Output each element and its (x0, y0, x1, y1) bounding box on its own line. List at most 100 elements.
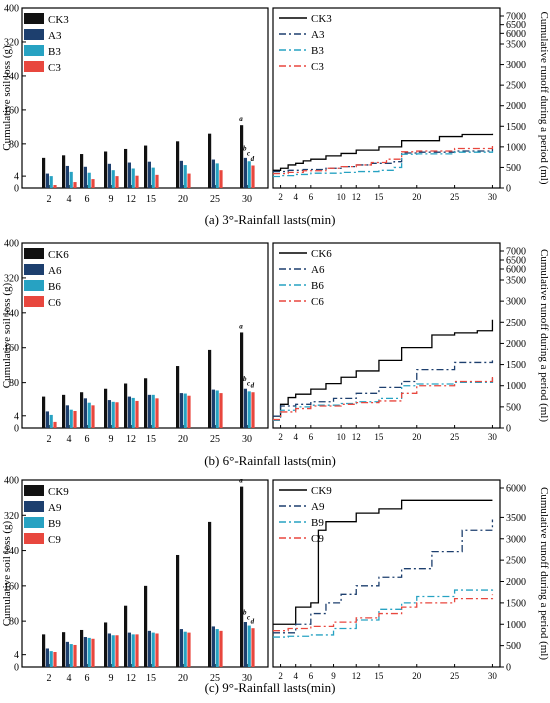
bar-CK9-4 (62, 632, 66, 667)
x-tick-label: 6 (309, 432, 314, 442)
bar-C6-12 (135, 400, 139, 428)
legend-label: B9 (311, 517, 324, 529)
x-tick-label: 4 (67, 434, 72, 445)
y-tick-label: 80 (9, 139, 19, 150)
panel-caption: (c) 9°-Rainfall lasts(min) (205, 680, 336, 695)
bar-B9-2 (49, 651, 53, 667)
bar-C3-30 (251, 165, 255, 188)
bar-C3-12 (135, 175, 139, 188)
right-y-tick-label: 2500 (506, 81, 526, 92)
bar-A6-4 (65, 405, 69, 428)
legend-label: B6 (311, 280, 324, 292)
bar-CK3-12 (124, 148, 128, 188)
right-y-tick-label: 500 (506, 163, 521, 174)
bar-B9-9 (111, 635, 115, 667)
legend-label: A9 (311, 501, 325, 513)
legend-swatch-B3 (24, 45, 44, 56)
x-tick-label: 9 (109, 194, 114, 205)
bar-B6-12 (131, 397, 135, 428)
legend-label: CK3 (311, 13, 332, 25)
bar-CK6-9 (104, 388, 108, 428)
bar-B6-30 (247, 391, 251, 428)
x-tick-label: 15 (146, 434, 156, 445)
left-y-axis-label: Cumulative soil loss (g) (1, 45, 13, 151)
legend-label: C6 (48, 297, 61, 309)
y-tick-label: 240 (4, 71, 19, 82)
bar-CK6-30 (240, 332, 244, 428)
bar-B9-12 (131, 634, 135, 667)
x-tick-label: 30 (488, 192, 498, 202)
x-tick-label: 30 (488, 671, 498, 681)
right-y-tick-label: 3500 (506, 40, 526, 51)
right-y-tick-label: 2500 (506, 556, 526, 567)
right-y-tick-label: 6000 (506, 29, 526, 40)
significance-letter: d (251, 382, 255, 390)
y-tick-label: 80 (9, 617, 19, 628)
bar-CK6-20 (176, 366, 180, 428)
left-y-axis-label: Cumulative soil loss (g) (1, 282, 13, 388)
y-tick-label: 160 (4, 581, 19, 592)
x-tick-label: 25 (210, 194, 220, 205)
bar-CK3-20 (176, 141, 180, 188)
bar-B3-30 (247, 161, 251, 188)
bar-B6-4 (69, 409, 73, 428)
y-tick-label: 400 (4, 239, 19, 250)
legend-swatch-CK6 (24, 248, 44, 259)
significance-letter: a (239, 477, 243, 485)
bar-A6-25 (211, 389, 215, 428)
x-tick-label: 20 (412, 432, 422, 442)
right-y-tick-label: 1000 (506, 620, 526, 631)
x-tick-label: 20 (178, 673, 188, 684)
x-tick-label: 12 (126, 434, 136, 445)
line-panel-frame (272, 479, 501, 668)
right-y-tick-label: 500 (506, 402, 521, 413)
bar-CK3-25 (208, 133, 212, 188)
right-y-tick-label: 6500 (506, 256, 526, 267)
bar-CK9-30 (240, 486, 244, 667)
runoff-line-A6 (273, 360, 494, 417)
legend-label: CK9 (48, 486, 69, 498)
bar-B9-30 (247, 625, 251, 667)
runoff-line-A9 (273, 519, 494, 634)
bar-A6-9 (107, 400, 111, 428)
x-tick-label: 15 (146, 194, 156, 205)
bar-A9-12 (127, 632, 131, 667)
x-tick-label: 30 (242, 434, 252, 445)
bar-C6-20 (187, 395, 191, 428)
bar-A3-4 (65, 165, 69, 188)
significance-letter: b (243, 375, 247, 383)
bar-B9-15 (151, 632, 155, 667)
right-y-tick-label: 6000 (506, 265, 526, 276)
bar-C9-30 (251, 628, 255, 667)
bar-C3-20 (187, 173, 191, 188)
y-tick-label: 4 (14, 650, 19, 661)
right-y-tick-label: 0 (506, 663, 511, 674)
bar-A9-20 (179, 629, 183, 667)
bar-A3-15 (147, 161, 151, 188)
x-tick-label: 15 (146, 673, 156, 684)
x-tick-label: 25 (450, 192, 460, 202)
line-panel-frame (272, 242, 501, 429)
x-tick-label: 2 (47, 434, 52, 445)
legend-label: A9 (48, 502, 62, 514)
runoff-line-C3 (273, 146, 494, 175)
bar-CK6-4 (62, 394, 66, 428)
x-tick-label: 6 (85, 673, 90, 684)
legend-label: C3 (48, 62, 61, 74)
bar-B3-9 (111, 170, 115, 188)
x-tick-label: 4 (293, 432, 298, 442)
legend-label: B3 (311, 45, 324, 57)
legend-label: CK9 (311, 485, 332, 497)
x-tick-label: 2 (47, 673, 52, 684)
x-tick-label: 30 (488, 432, 498, 442)
bar-B9-4 (69, 644, 73, 667)
bar-C6-25 (219, 393, 223, 428)
right-y-tick-label: 3000 (506, 60, 526, 71)
x-tick-label: 9 (331, 671, 336, 681)
bar-A6-6 (83, 398, 87, 428)
runoff-line-B3 (273, 150, 494, 178)
legend-label: C9 (48, 534, 61, 546)
significance-letter: c (247, 149, 250, 157)
x-tick-label: 12 (352, 192, 361, 202)
bar-CK9-6 (80, 629, 84, 667)
